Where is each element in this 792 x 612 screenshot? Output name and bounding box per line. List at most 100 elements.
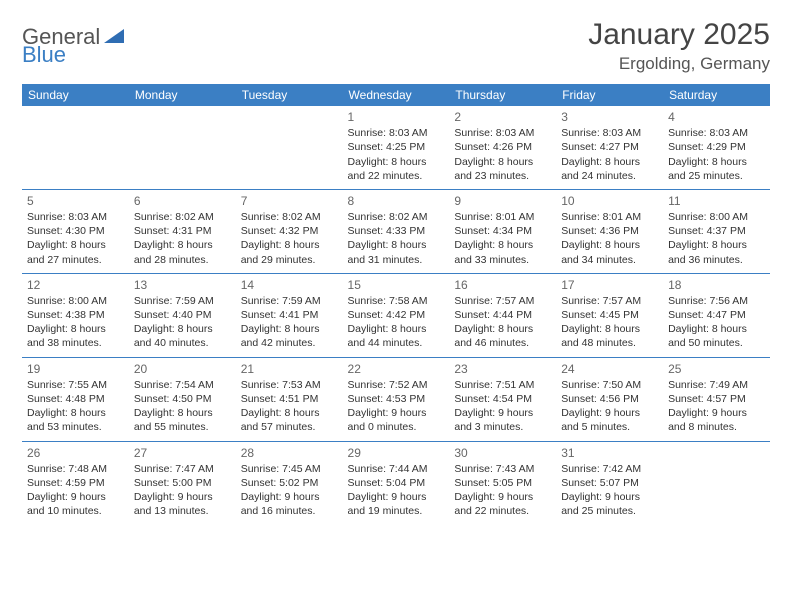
day-number: 15 <box>348 277 445 293</box>
day-header: Friday <box>556 84 663 106</box>
sunset-line: Sunset: 4:50 PM <box>134 392 231 406</box>
daylight-line: Daylight: 8 hours and 40 minutes. <box>134 322 231 350</box>
sunset-line: Sunset: 4:57 PM <box>668 392 765 406</box>
daylight-line: Daylight: 9 hours and 3 minutes. <box>454 406 551 434</box>
daylight-line: Daylight: 8 hours and 53 minutes. <box>27 406 124 434</box>
calendar-day-cell: 21Sunrise: 7:53 AMSunset: 4:51 PMDayligh… <box>236 357 343 441</box>
sunrise-line: Sunrise: 7:55 AM <box>27 378 124 392</box>
sunrise-line: Sunrise: 7:48 AM <box>27 462 124 476</box>
day-number: 13 <box>134 277 231 293</box>
day-header: Sunday <box>22 84 129 106</box>
calendar-day-cell: 28Sunrise: 7:45 AMSunset: 5:02 PMDayligh… <box>236 441 343 524</box>
day-header: Wednesday <box>343 84 450 106</box>
sunrise-line: Sunrise: 8:03 AM <box>561 126 658 140</box>
day-number: 30 <box>454 445 551 461</box>
sunset-line: Sunset: 5:00 PM <box>134 476 231 490</box>
daylight-line: Daylight: 8 hours and 24 minutes. <box>561 155 658 183</box>
day-number: 19 <box>27 361 124 377</box>
daylight-line: Daylight: 8 hours and 27 minutes. <box>27 238 124 266</box>
calendar-day-cell: 9Sunrise: 8:01 AMSunset: 4:34 PMDaylight… <box>449 189 556 273</box>
daylight-line: Daylight: 8 hours and 25 minutes. <box>668 155 765 183</box>
logo-text-blue: Blue <box>22 42 66 67</box>
calendar-day-cell: 4Sunrise: 8:03 AMSunset: 4:29 PMDaylight… <box>663 106 770 189</box>
sunset-line: Sunset: 4:51 PM <box>241 392 338 406</box>
sunset-line: Sunset: 4:42 PM <box>348 308 445 322</box>
calendar-day-cell: 10Sunrise: 8:01 AMSunset: 4:36 PMDayligh… <box>556 189 663 273</box>
calendar-day-cell: 22Sunrise: 7:52 AMSunset: 4:53 PMDayligh… <box>343 357 450 441</box>
sunset-line: Sunset: 4:38 PM <box>27 308 124 322</box>
sunset-line: Sunset: 4:48 PM <box>27 392 124 406</box>
sunrise-line: Sunrise: 7:54 AM <box>134 378 231 392</box>
day-header: Thursday <box>449 84 556 106</box>
daylight-line: Daylight: 8 hours and 29 minutes. <box>241 238 338 266</box>
calendar-empty-cell <box>663 441 770 524</box>
daylight-line: Daylight: 8 hours and 46 minutes. <box>454 322 551 350</box>
day-number: 23 <box>454 361 551 377</box>
calendar-day-cell: 5Sunrise: 8:03 AMSunset: 4:30 PMDaylight… <box>22 189 129 273</box>
day-number: 3 <box>561 109 658 125</box>
daylight-line: Daylight: 8 hours and 23 minutes. <box>454 155 551 183</box>
daylight-line: Daylight: 8 hours and 34 minutes. <box>561 238 658 266</box>
daylight-line: Daylight: 8 hours and 28 minutes. <box>134 238 231 266</box>
day-number: 9 <box>454 193 551 209</box>
calendar-day-cell: 16Sunrise: 7:57 AMSunset: 4:44 PMDayligh… <box>449 273 556 357</box>
sunrise-line: Sunrise: 8:03 AM <box>454 126 551 140</box>
day-number: 27 <box>134 445 231 461</box>
calendar-day-cell: 17Sunrise: 7:57 AMSunset: 4:45 PMDayligh… <box>556 273 663 357</box>
calendar-week-row: 1Sunrise: 8:03 AMSunset: 4:25 PMDaylight… <box>22 106 770 189</box>
calendar-week-row: 5Sunrise: 8:03 AMSunset: 4:30 PMDaylight… <box>22 189 770 273</box>
sunrise-line: Sunrise: 7:42 AM <box>561 462 658 476</box>
sunrise-line: Sunrise: 7:57 AM <box>561 294 658 308</box>
calendar-empty-cell <box>129 106 236 189</box>
daylight-line: Daylight: 8 hours and 42 minutes. <box>241 322 338 350</box>
sunset-line: Sunset: 4:45 PM <box>561 308 658 322</box>
sunset-line: Sunset: 4:30 PM <box>27 224 124 238</box>
location-subtitle: Ergolding, Germany <box>588 54 770 74</box>
day-number: 10 <box>561 193 658 209</box>
sunrise-line: Sunrise: 8:02 AM <box>241 210 338 224</box>
sunrise-line: Sunrise: 8:03 AM <box>668 126 765 140</box>
day-number: 20 <box>134 361 231 377</box>
day-number: 18 <box>668 277 765 293</box>
calendar-day-cell: 20Sunrise: 7:54 AMSunset: 4:50 PMDayligh… <box>129 357 236 441</box>
sunset-line: Sunset: 5:04 PM <box>348 476 445 490</box>
day-number: 6 <box>134 193 231 209</box>
day-number: 2 <box>454 109 551 125</box>
calendar-empty-cell <box>236 106 343 189</box>
calendar-day-cell: 11Sunrise: 8:00 AMSunset: 4:37 PMDayligh… <box>663 189 770 273</box>
day-number: 22 <box>348 361 445 377</box>
sunset-line: Sunset: 4:26 PM <box>454 140 551 154</box>
sunset-line: Sunset: 4:27 PM <box>561 140 658 154</box>
sunrise-line: Sunrise: 8:01 AM <box>454 210 551 224</box>
daylight-line: Daylight: 9 hours and 25 minutes. <box>561 490 658 518</box>
calendar-day-cell: 15Sunrise: 7:58 AMSunset: 4:42 PMDayligh… <box>343 273 450 357</box>
day-number: 4 <box>668 109 765 125</box>
month-title: January 2025 <box>588 18 770 52</box>
calendar-day-cell: 31Sunrise: 7:42 AMSunset: 5:07 PMDayligh… <box>556 441 663 524</box>
logo-triangle-icon <box>104 27 124 48</box>
calendar-day-cell: 12Sunrise: 8:00 AMSunset: 4:38 PMDayligh… <box>22 273 129 357</box>
day-number: 11 <box>668 193 765 209</box>
calendar-day-cell: 19Sunrise: 7:55 AMSunset: 4:48 PMDayligh… <box>22 357 129 441</box>
sunrise-line: Sunrise: 8:00 AM <box>27 294 124 308</box>
sunset-line: Sunset: 4:40 PM <box>134 308 231 322</box>
daylight-line: Daylight: 8 hours and 38 minutes. <box>27 322 124 350</box>
sunrise-line: Sunrise: 8:01 AM <box>561 210 658 224</box>
sunset-line: Sunset: 4:47 PM <box>668 308 765 322</box>
day-number: 14 <box>241 277 338 293</box>
sunset-line: Sunset: 4:56 PM <box>561 392 658 406</box>
calendar-day-cell: 14Sunrise: 7:59 AMSunset: 4:41 PMDayligh… <box>236 273 343 357</box>
calendar-day-cell: 6Sunrise: 8:02 AMSunset: 4:31 PMDaylight… <box>129 189 236 273</box>
day-number: 21 <box>241 361 338 377</box>
sunset-line: Sunset: 4:37 PM <box>668 224 765 238</box>
daylight-line: Daylight: 9 hours and 16 minutes. <box>241 490 338 518</box>
calendar-empty-cell <box>22 106 129 189</box>
sunset-line: Sunset: 4:53 PM <box>348 392 445 406</box>
calendar-day-cell: 24Sunrise: 7:50 AMSunset: 4:56 PMDayligh… <box>556 357 663 441</box>
day-number: 29 <box>348 445 445 461</box>
daylight-line: Daylight: 8 hours and 33 minutes. <box>454 238 551 266</box>
sunrise-line: Sunrise: 7:49 AM <box>668 378 765 392</box>
sunset-line: Sunset: 5:05 PM <box>454 476 551 490</box>
sunrise-line: Sunrise: 7:56 AM <box>668 294 765 308</box>
calendar-day-cell: 29Sunrise: 7:44 AMSunset: 5:04 PMDayligh… <box>343 441 450 524</box>
